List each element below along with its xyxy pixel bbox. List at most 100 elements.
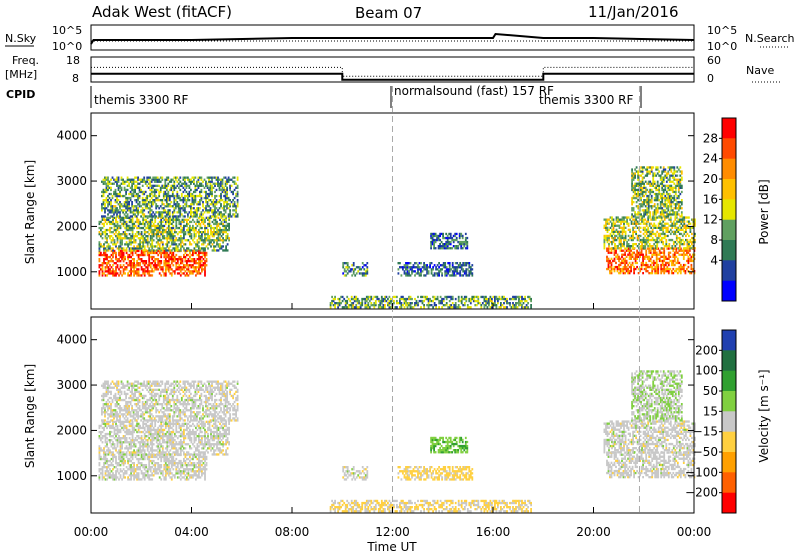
power-cell bbox=[158, 192, 161, 196]
power-cell bbox=[620, 234, 622, 238]
power-cell bbox=[679, 182, 682, 185]
power-cell bbox=[189, 228, 191, 232]
power-cell bbox=[632, 245, 634, 248]
power-cell bbox=[684, 270, 687, 273]
power-cell bbox=[635, 166, 638, 169]
power-cell bbox=[178, 243, 181, 246]
power-cell bbox=[149, 231, 152, 234]
power-cell bbox=[108, 180, 111, 183]
power-cell bbox=[465, 299, 468, 303]
power-cell bbox=[134, 224, 137, 228]
power-cell bbox=[648, 265, 651, 269]
power-cell bbox=[382, 297, 385, 301]
power-cell bbox=[143, 203, 146, 206]
power-cell bbox=[109, 220, 111, 224]
power-cell bbox=[133, 262, 135, 265]
power-cell bbox=[115, 235, 117, 238]
power-cell bbox=[209, 180, 212, 183]
power-cell bbox=[620, 236, 622, 240]
power-cell bbox=[494, 302, 496, 305]
power-cell bbox=[127, 228, 129, 232]
power-cell bbox=[137, 207, 139, 210]
power-cell bbox=[109, 260, 111, 263]
power-cell bbox=[123, 180, 126, 183]
power-cell bbox=[637, 192, 639, 196]
power-cell bbox=[657, 272, 660, 275]
power-cell bbox=[172, 253, 175, 257]
power-cell bbox=[201, 239, 203, 242]
power-cell bbox=[423, 264, 425, 267]
power-cell bbox=[104, 205, 106, 208]
power-cell bbox=[186, 218, 188, 221]
power-cell bbox=[137, 274, 140, 277]
velocity-cell bbox=[113, 474, 116, 477]
freq-label: Freq. bbox=[12, 54, 39, 67]
power-cell bbox=[652, 180, 655, 183]
power-cell bbox=[173, 180, 176, 183]
power-cell bbox=[664, 168, 667, 171]
power-cell bbox=[104, 215, 106, 218]
power-cell bbox=[164, 190, 167, 194]
power-cell bbox=[639, 230, 642, 233]
power-cell bbox=[202, 253, 205, 257]
power-cell bbox=[220, 182, 222, 185]
power-cell bbox=[374, 295, 377, 299]
power-cell bbox=[344, 299, 347, 303]
power-cell bbox=[107, 220, 110, 224]
power-cell bbox=[149, 215, 152, 218]
power-cell bbox=[193, 270, 196, 273]
power-cell bbox=[215, 207, 218, 210]
power-cell bbox=[669, 238, 672, 242]
power-cell bbox=[417, 304, 419, 307]
power-cell bbox=[227, 176, 230, 179]
power-cell bbox=[624, 232, 627, 236]
power-cell bbox=[136, 218, 138, 221]
power-cell bbox=[138, 188, 141, 192]
power-cell bbox=[152, 245, 155, 248]
power-cell bbox=[629, 218, 631, 221]
power-cell bbox=[121, 222, 123, 226]
power-cell bbox=[361, 299, 364, 303]
power-cell bbox=[202, 220, 205, 224]
power-cell bbox=[192, 226, 194, 230]
power-cell bbox=[176, 233, 179, 236]
power-cell bbox=[652, 267, 655, 271]
power-cell bbox=[686, 259, 688, 263]
power-cell bbox=[649, 272, 652, 275]
power-cell bbox=[211, 249, 214, 252]
power-cell bbox=[109, 255, 111, 259]
power-cell bbox=[448, 268, 451, 271]
power-cell bbox=[462, 270, 465, 273]
power-cell bbox=[672, 272, 675, 275]
power-cell bbox=[408, 295, 410, 299]
power-cell bbox=[205, 180, 207, 183]
power-cell bbox=[645, 270, 648, 273]
power-cell bbox=[642, 220, 645, 223]
power-cell bbox=[122, 182, 124, 185]
power-cell bbox=[451, 238, 454, 242]
power-cell bbox=[610, 265, 613, 269]
power-cell bbox=[667, 261, 670, 265]
power-cell bbox=[103, 258, 105, 261]
cpid-panel: CPID themis 3300 RF normalsound (fast) 1… bbox=[6, 84, 642, 108]
power-cell bbox=[129, 192, 132, 196]
power-cell bbox=[694, 232, 696, 236]
power-cell bbox=[145, 239, 148, 242]
power-cell bbox=[103, 218, 105, 221]
power-cell bbox=[173, 207, 176, 210]
power-cell bbox=[151, 245, 154, 248]
power-cell bbox=[143, 180, 146, 183]
power-cell bbox=[123, 201, 126, 204]
power-cell bbox=[634, 184, 636, 187]
power-cell bbox=[634, 192, 636, 196]
power-cell bbox=[105, 201, 108, 204]
power-cell bbox=[651, 247, 654, 250]
nave-tick-bottom: 0 bbox=[707, 72, 714, 85]
power-cell bbox=[197, 184, 200, 187]
velocity-cell bbox=[106, 466, 108, 469]
power-cell bbox=[655, 255, 658, 258]
power-cell bbox=[164, 205, 167, 208]
power-cell bbox=[178, 255, 181, 259]
power-cell bbox=[220, 188, 222, 192]
power-cell bbox=[187, 199, 189, 202]
